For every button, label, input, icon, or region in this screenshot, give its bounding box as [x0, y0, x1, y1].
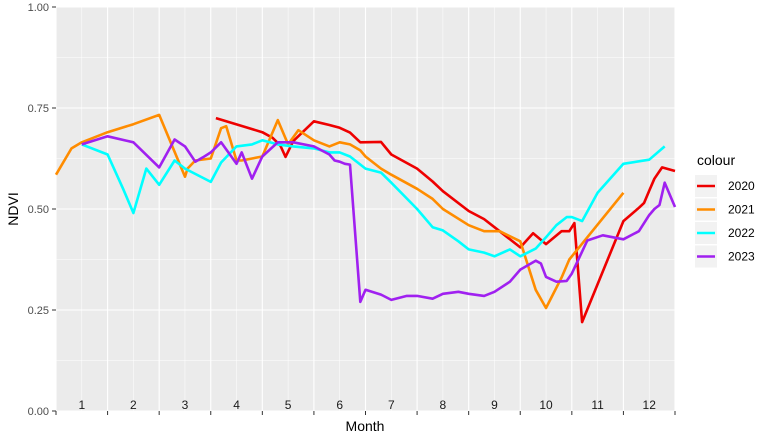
month-label: 8: [440, 398, 447, 412]
month-label: 10: [539, 398, 553, 412]
legend: colour 2020 2021 2022 2023: [695, 152, 755, 268]
x-axis-title: Month: [346, 418, 385, 434]
month-label: 9: [491, 398, 498, 412]
month-label: 11: [591, 398, 604, 412]
legend-label-2020: 2020: [728, 179, 755, 193]
month-label: 5: [285, 398, 292, 412]
series-layer: [54, 113, 677, 324]
month-label: 6: [336, 398, 343, 412]
series-line-2020: [215, 116, 676, 324]
y-tick-label: 0.00: [28, 406, 49, 418]
series-line-2021: [54, 113, 625, 310]
y-tick-label: 0.50: [28, 204, 49, 216]
x-axis: [55, 411, 676, 415]
month-label: 4: [233, 398, 240, 412]
y-tick-label: 0.75: [28, 103, 49, 115]
y-tick-label: 1.00: [28, 2, 49, 14]
month-labels: 1 2 3 4 5 6 7 8 9 10 11 12: [78, 398, 656, 412]
month-label: 12: [643, 398, 657, 412]
legend-label-2021: 2021: [728, 203, 755, 217]
y-tick-label: 0.25: [28, 305, 49, 317]
month-label: 7: [388, 398, 395, 412]
legend-title: colour: [697, 152, 735, 168]
month-label: 1: [78, 398, 85, 412]
month-label: 3: [182, 398, 189, 412]
series-line-2022: [81, 139, 666, 258]
y-axis-title: NDVI: [5, 192, 21, 225]
y-axis: 0.00 0.25 0.50 0.75 1.00: [28, 2, 56, 418]
month-label: 2: [130, 398, 137, 412]
legend-items: 2020 2021 2022 2023: [695, 175, 755, 268]
series-line-2023: [81, 135, 677, 304]
legend-label-2023: 2023: [728, 250, 755, 264]
legend-label-2022: 2022: [728, 226, 755, 240]
